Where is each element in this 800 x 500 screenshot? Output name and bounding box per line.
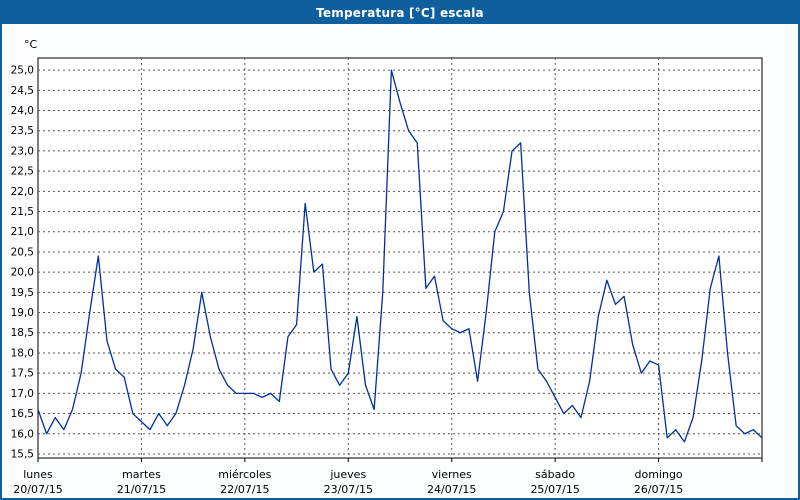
x-day-name-label: miércoles [218,468,271,481]
x-day-date-label: 20/07/15 [13,483,62,496]
chart-body: °C 15,5 16,0 16,5 17,0 17,5 18,0 18,5 19,0 19,5 20… [2,24,798,498]
y-tick-label: 17,5 [11,368,34,380]
temperature-chart: °C 15,5 16,0 16,5 17,0 17,5 18,0 18,5 19,0 19,5 20… [11,38,763,496]
x-day-date-label: 22/07/15 [220,483,269,496]
temperature-line [37,69,763,443]
x-day-date-label: 24/07/15 [427,483,476,496]
x-day-date-label: 26/07/15 [634,483,683,496]
y-tick-label: 22,5 [11,166,34,178]
x-day-date-label: 25/07/15 [530,483,579,496]
x-day-name-label: lunes [23,468,53,481]
y-tick-label: 21,5 [11,206,34,218]
x-day-name-label: domingo [634,468,682,481]
y-tick-label: 22,0 [11,186,34,198]
y-axis-unit-label: °C [24,38,38,51]
x-day-name-label: jueves [329,468,366,481]
y-tick-label: 16,0 [11,428,34,440]
plot-area [37,57,763,459]
x-day-name-label: martes [122,468,161,481]
x-day-name-label: viernes [432,468,472,481]
y-tick-label: 19,0 [11,307,34,319]
y-tick-label: 24,0 [11,105,34,117]
y-tick-label: 18,0 [11,347,34,359]
y-tick-label: 18,5 [11,327,34,339]
x-day-date-label: 21/07/15 [117,483,166,496]
y-tick-label: 20,0 [11,267,34,279]
x-day-date-label: 23/07/15 [324,483,373,496]
y-tick-label: 15,5 [11,448,34,460]
y-tick-label: 20,5 [11,246,34,258]
y-tick-label: 24,5 [11,85,34,97]
y-tick-label: 23,0 [11,145,34,157]
y-tick-label: 19,5 [11,287,34,299]
chart-title-bar: Temperatura [°C] escala [2,2,798,24]
chart-title: Temperatura [°C] escala [316,6,484,20]
y-tick-label: 17,0 [11,388,34,400]
y-tick-label: 23,5 [11,125,34,137]
x-day-name-label: sábado [535,468,575,481]
y-tick-label: 25,0 [11,65,34,77]
y-tick-label: 16,5 [11,408,34,420]
y-tick-label: 21,0 [11,226,34,238]
